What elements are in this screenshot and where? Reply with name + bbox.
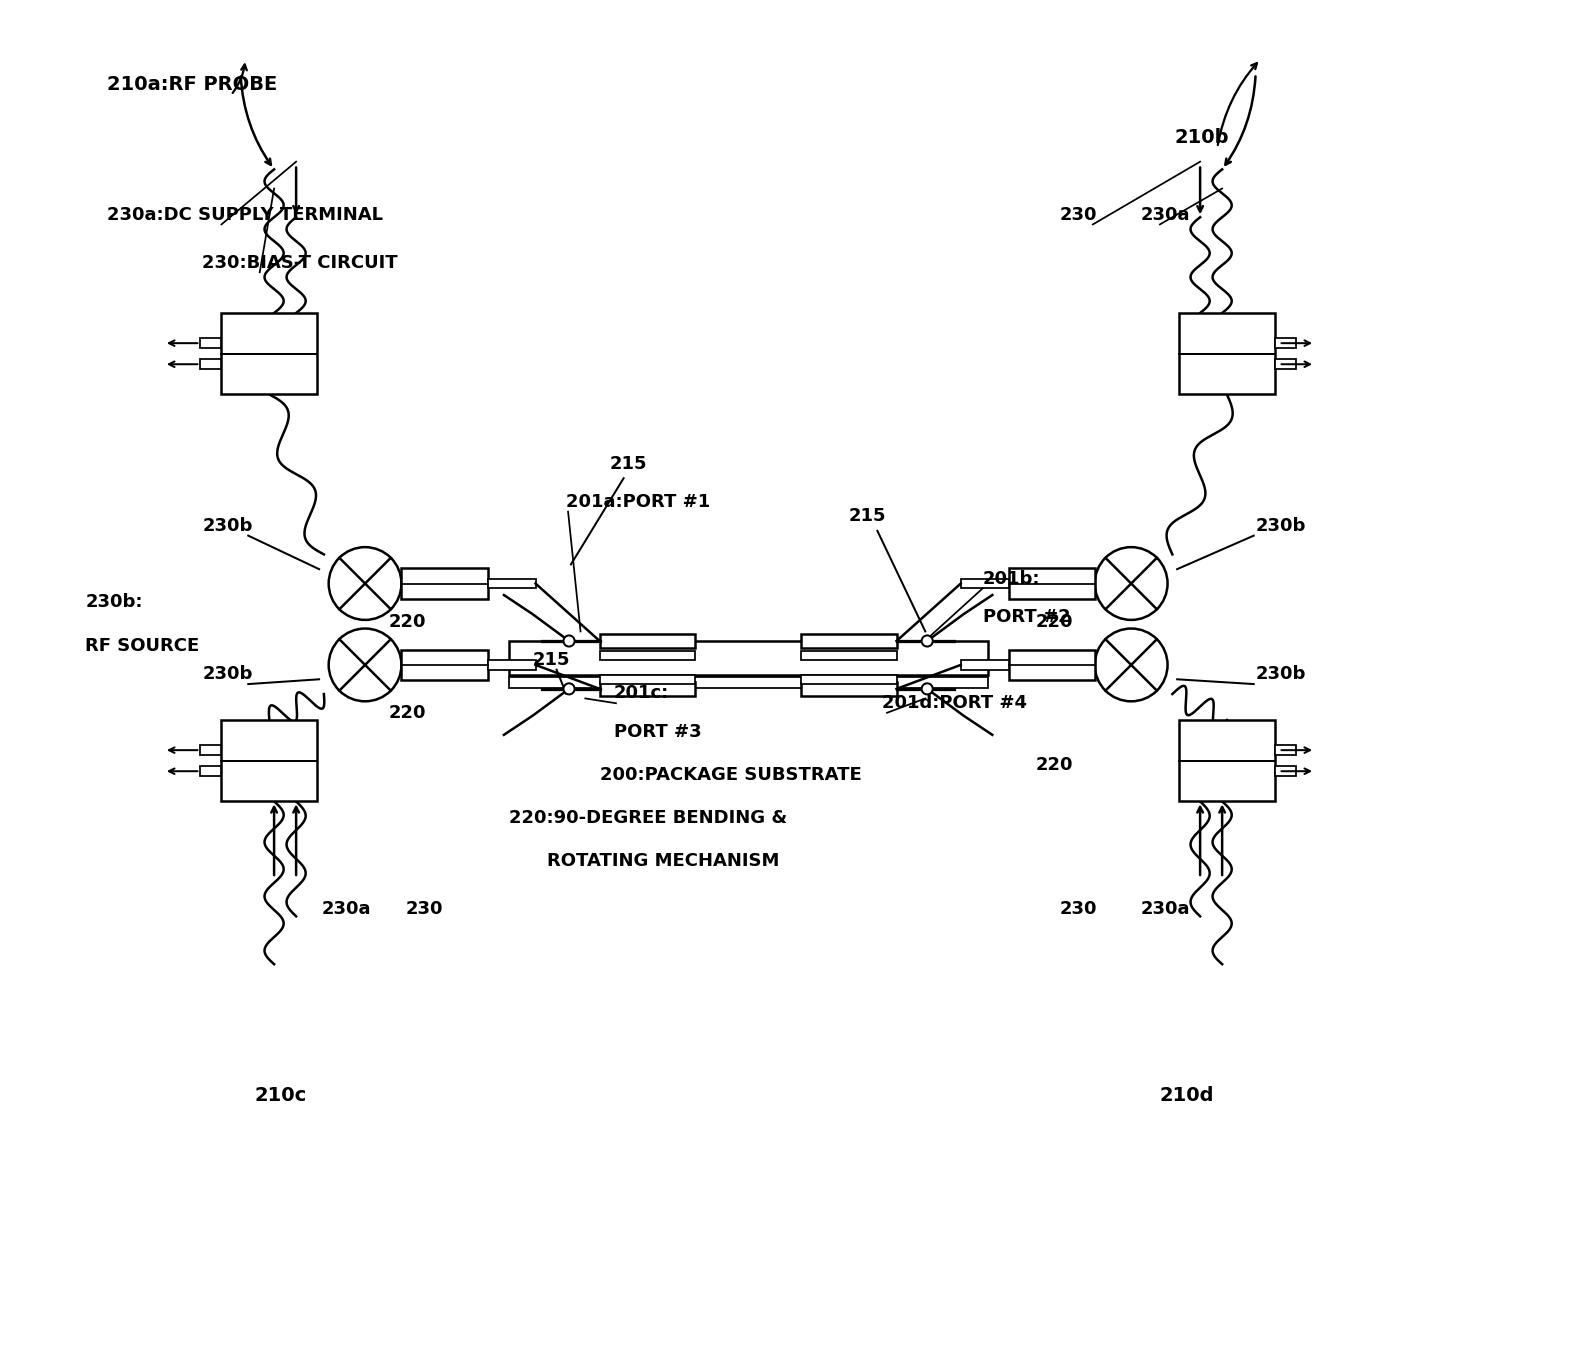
Bar <box>1180 720 1275 801</box>
Bar <box>960 579 1009 588</box>
Circle shape <box>922 635 933 646</box>
Text: 230b: 230b <box>1256 665 1305 684</box>
Text: 210b: 210b <box>1175 128 1229 147</box>
Text: 230b: 230b <box>202 517 253 534</box>
Bar <box>201 337 221 348</box>
Bar <box>1009 568 1095 599</box>
Bar <box>401 568 487 599</box>
Bar <box>1275 745 1296 755</box>
Text: 201c:: 201c: <box>615 684 669 703</box>
Text: 230a:DC SUPPLY TERMINAL: 230a:DC SUPPLY TERMINAL <box>107 205 382 224</box>
Text: PORT #2: PORT #2 <box>982 608 1070 626</box>
Bar <box>509 641 987 674</box>
Text: 210d: 210d <box>1161 1086 1215 1105</box>
Circle shape <box>564 635 575 646</box>
Bar <box>600 634 696 648</box>
Text: 200:PACKAGE SUBSTRATE: 200:PACKAGE SUBSTRATE <box>600 766 861 784</box>
Text: 230a: 230a <box>322 900 371 917</box>
Text: 220:90-DEGREE BENDING &: 220:90-DEGREE BENDING & <box>509 809 786 827</box>
Bar <box>600 683 696 696</box>
Text: 210a:RF PROBE: 210a:RF PROBE <box>107 76 277 94</box>
Bar <box>1275 359 1296 370</box>
Text: 220: 220 <box>1035 612 1073 630</box>
Bar <box>801 683 896 696</box>
Bar <box>221 313 317 394</box>
Bar <box>1275 766 1296 777</box>
Bar <box>1275 337 1296 348</box>
Bar <box>509 677 987 688</box>
Text: 230: 230 <box>1059 900 1097 917</box>
Text: 220: 220 <box>388 612 427 630</box>
Bar <box>487 660 535 669</box>
Text: 230a: 230a <box>1141 205 1191 224</box>
Circle shape <box>328 629 401 701</box>
Circle shape <box>922 684 933 695</box>
Text: RF SOURCE: RF SOURCE <box>86 637 199 654</box>
Bar <box>600 652 696 660</box>
Bar <box>960 660 1009 669</box>
Circle shape <box>328 548 401 621</box>
Text: 230a: 230a <box>1141 900 1191 917</box>
Text: 230:BIAS-T CIRCUIT: 230:BIAS-T CIRCUIT <box>202 254 398 271</box>
Bar <box>801 674 896 684</box>
Text: 215: 215 <box>849 507 887 525</box>
Text: 215: 215 <box>610 455 646 472</box>
Bar <box>1009 650 1095 680</box>
Bar <box>401 650 487 680</box>
Bar <box>487 579 535 588</box>
Text: 230: 230 <box>406 900 443 917</box>
Circle shape <box>1095 548 1167 621</box>
Text: 230b: 230b <box>202 665 253 684</box>
Bar <box>221 720 317 801</box>
Text: 201d:PORT #4: 201d:PORT #4 <box>882 693 1027 712</box>
Text: 201a:PORT #1: 201a:PORT #1 <box>567 492 710 511</box>
Bar <box>201 745 221 755</box>
Bar <box>801 634 896 648</box>
Circle shape <box>1095 629 1167 701</box>
Bar <box>801 652 896 660</box>
Text: 201b:: 201b: <box>982 569 1040 588</box>
Bar <box>600 674 696 684</box>
Text: ROTATING MECHANISM: ROTATING MECHANISM <box>548 853 780 870</box>
Circle shape <box>564 684 575 695</box>
Bar <box>201 359 221 370</box>
Bar <box>201 766 221 777</box>
Text: 230b: 230b <box>1256 517 1305 534</box>
Text: 230: 230 <box>1059 205 1097 224</box>
Text: 220: 220 <box>1035 757 1073 774</box>
Bar <box>1180 313 1275 394</box>
Text: 215: 215 <box>533 652 570 669</box>
Text: PORT #3: PORT #3 <box>615 723 702 741</box>
Text: 220: 220 <box>388 704 427 722</box>
Text: 210c: 210c <box>255 1086 307 1105</box>
Text: 230b:: 230b: <box>86 594 143 611</box>
